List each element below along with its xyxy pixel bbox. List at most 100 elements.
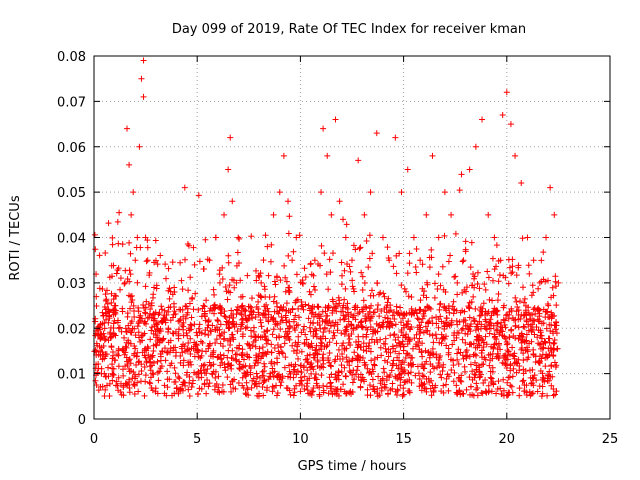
data-point [141,318,148,325]
data-point [522,309,529,316]
data-point [187,274,194,281]
data-point [287,370,294,377]
data-point [179,286,186,293]
data-point [284,385,291,392]
data-point [299,303,306,310]
data-point [452,230,459,237]
data-point [171,364,178,371]
data-point [217,351,224,358]
data-point [227,341,234,348]
data-point [136,143,143,150]
data-point [441,232,448,239]
data-point [431,280,438,287]
data-point [422,323,429,330]
data-point [340,308,347,315]
data-point [489,297,496,304]
data-point [126,327,133,334]
data-point [195,325,202,332]
data-point [446,309,453,316]
data-point [406,326,413,333]
data-point [253,267,260,274]
data-point [526,388,533,395]
x-tick-label: 0 [90,432,98,447]
data-point [147,367,154,374]
data-point [443,381,450,388]
data-point [498,391,505,398]
data-point [186,379,193,386]
data-point [413,341,420,348]
data-point [393,270,400,277]
data-point [220,352,227,359]
data-point [293,371,300,378]
data-point [438,374,445,381]
data-point [509,269,516,276]
data-point [463,355,470,362]
data-point [459,258,466,265]
data-point [109,370,116,377]
data-point [221,329,228,336]
data-point [206,380,213,387]
data-point [496,272,503,279]
data-point [471,318,478,325]
data-point [435,271,442,278]
data-point [141,363,148,370]
data-point [548,382,555,389]
data-point [535,327,542,334]
data-point [240,385,247,392]
data-point [454,279,461,286]
data-point [196,385,203,392]
data-point [500,387,507,394]
data-point [188,361,195,368]
data-point [221,335,228,342]
data-point [535,285,542,292]
data-point [253,277,260,284]
data-point [239,333,246,340]
data-point [386,320,393,327]
data-point [147,358,154,365]
data-point [409,354,416,361]
data-point [270,326,277,333]
data-point [93,382,100,389]
data-point [261,283,268,290]
data-point [252,380,259,387]
data-point [218,355,225,362]
data-point [388,367,395,374]
data-point [518,333,525,340]
data-point [165,339,172,346]
data-point [335,369,342,376]
data-point [430,388,437,395]
data-point [543,234,550,241]
data-point [226,324,233,331]
data-point [186,373,193,380]
data-point [520,377,527,384]
data-point [154,369,161,376]
data-point [520,366,527,373]
data-point [127,271,134,278]
data-point [306,288,313,295]
data-point [150,342,157,349]
data-point [308,271,315,278]
data-point [527,316,534,323]
data-point [169,330,176,337]
data-point [324,152,331,159]
data-point [391,316,398,323]
data-point [346,367,353,374]
y-tick-label: 0.08 [57,50,86,65]
data-point [429,315,436,322]
data-point [474,344,481,351]
data-point [394,387,401,394]
data-point [224,296,231,303]
data-point [521,382,528,389]
data-point [214,354,221,361]
data-point [542,363,549,370]
data-point [505,348,512,355]
data-point [91,231,98,238]
data-point [508,270,515,277]
data-point [206,342,213,349]
data-point [404,320,411,327]
data-point [392,336,399,343]
data-point [504,356,511,363]
data-point [445,387,452,394]
data-point [499,111,506,118]
data-point [492,263,499,270]
